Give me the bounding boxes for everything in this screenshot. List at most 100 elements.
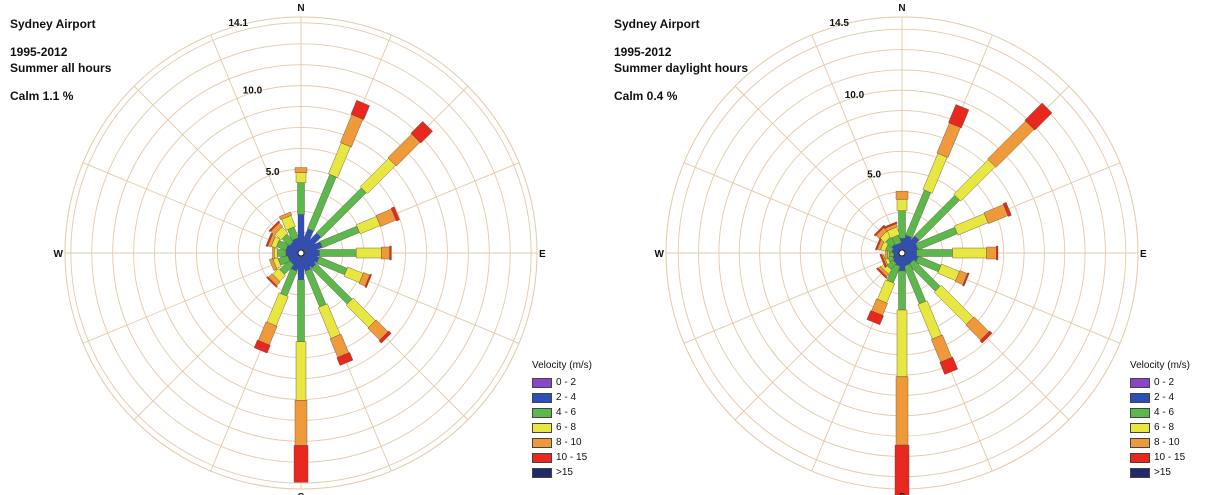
- petal-segment: [253, 339, 271, 354]
- compass-label: N: [297, 3, 304, 14]
- windrose-chart-all-hours: 5.0 10.0 14.1 N E S W: [54, 3, 546, 495]
- legend-item: 10 - 15: [532, 450, 592, 465]
- petal-segment: [996, 245, 999, 261]
- petal-segment: [883, 221, 898, 229]
- petal-segment: [894, 444, 910, 495]
- grid-spoke: [133, 85, 302, 254]
- legend-item: 0 - 2: [532, 375, 592, 390]
- petal-segment: [896, 309, 908, 377]
- grid-spoke: [734, 252, 903, 421]
- petal-segment: [876, 267, 888, 279]
- chart-title: Sydney Airport: [614, 17, 700, 31]
- legend-label: 8 - 10: [556, 437, 582, 448]
- legend-swatch: [532, 452, 552, 463]
- legend-label: 10 - 15: [556, 452, 588, 463]
- legend-swatch: [1130, 437, 1150, 448]
- petal-segment: [896, 199, 908, 211]
- petal-segment: [319, 249, 357, 257]
- legend-item: 0 - 2: [1130, 375, 1190, 390]
- grid-spoke: [683, 252, 903, 344]
- petal-segment: [336, 352, 354, 366]
- petal-segment: [297, 279, 305, 342]
- petal-segment: [953, 213, 989, 236]
- legend-item: 8 - 10: [532, 435, 592, 450]
- chart-title: Sydney Airport: [10, 17, 96, 31]
- legend-label: 2 - 4: [556, 392, 577, 403]
- petal-segment: [293, 445, 309, 483]
- chart-info-block: Sydney Airport 1995-2012 Summer daylight…: [614, 16, 748, 104]
- legend-label: 10 - 15: [1154, 452, 1186, 463]
- chart-subtitle: Summer daylight hours: [614, 61, 749, 75]
- grid-spoke: [811, 34, 903, 254]
- legend-label: 0 - 2: [556, 377, 577, 388]
- petal-segment: [879, 253, 887, 268]
- windrose-petals: [866, 102, 1053, 495]
- calm-center: [898, 249, 906, 257]
- chart-period: 1995-2012: [10, 45, 68, 59]
- petal-segment: [378, 330, 392, 344]
- legend-swatch: [1130, 452, 1150, 463]
- petal-segment: [295, 341, 307, 401]
- petal-segment: [345, 297, 376, 328]
- petal-segment: [898, 270, 906, 311]
- legend-label: 0 - 2: [1154, 377, 1175, 388]
- legend-title: Velocity (m/s): [1130, 360, 1191, 371]
- ring-label: 10.0: [845, 90, 865, 101]
- legend-swatch: [1130, 392, 1150, 403]
- petal-segment: [873, 224, 886, 237]
- chart-info-block: Sydney Airport 1995-2012 Summer all hour…: [10, 16, 111, 104]
- legend-label: 4 - 6: [556, 407, 577, 418]
- chart-period: 1995-2012: [614, 45, 672, 59]
- grid-spoke: [82, 162, 302, 254]
- compass-label: E: [539, 249, 546, 260]
- legend-label: 6 - 8: [1154, 422, 1175, 433]
- petal-segment: [1024, 102, 1053, 131]
- legend-item: 4 - 6: [532, 405, 592, 420]
- legend-swatch: [532, 467, 552, 478]
- petal-segment: [266, 276, 278, 288]
- petal-segment: [356, 216, 381, 235]
- legend-label: 4 - 6: [1154, 407, 1175, 418]
- windrose-panel-all-hours: 5.0 10.0 14.1 N E S W Sydney Airport 1995-2012…: [10, 3, 592, 495]
- petal-segment: [266, 292, 289, 327]
- compass-label: E: [1140, 249, 1147, 260]
- ring-label: 5.0: [867, 169, 881, 180]
- legend-label: 8 - 10: [1154, 437, 1180, 448]
- compass-label: S: [899, 492, 906, 495]
- petal-segment: [297, 182, 305, 215]
- legend-swatch: [1130, 467, 1150, 478]
- legend-swatch: [532, 392, 552, 403]
- legend-item: 6 - 8: [1130, 420, 1190, 435]
- legend-swatch: [532, 437, 552, 448]
- petal-segment: [916, 249, 953, 257]
- legend-swatch: [532, 422, 552, 433]
- petal-segment: [390, 206, 400, 222]
- calm-center: [297, 249, 305, 257]
- petal-segment: [979, 330, 993, 344]
- petal-segment: [931, 334, 953, 363]
- legend-swatch: [1130, 422, 1150, 433]
- legend-label: >15: [1154, 467, 1171, 478]
- legend-label: 2 - 4: [1154, 392, 1175, 403]
- ring-label: 14.1: [228, 18, 248, 29]
- grid-spoke: [683, 162, 903, 254]
- petal-segment: [389, 245, 392, 261]
- petal-segment: [866, 310, 884, 326]
- petal-segment: [350, 100, 370, 120]
- legend-item: >15: [532, 465, 592, 480]
- windrose-panel-daylight: 5.0 10.0 14.5 N E S W Sydney Airport 1995-2012…: [604, 0, 1207, 495]
- petal-segment: [277, 249, 287, 257]
- petal-segment: [922, 153, 948, 194]
- legend-swatch: [1130, 377, 1150, 388]
- ring-label: 5.0: [266, 167, 280, 178]
- petal-segment: [356, 247, 382, 259]
- ring-label: 10.0: [243, 85, 263, 96]
- legend-item: >15: [1130, 465, 1190, 480]
- petal-segment: [279, 211, 293, 220]
- legend-item: 2 - 4: [532, 390, 592, 405]
- windrose-petals: [253, 100, 433, 483]
- petal-segment: [936, 122, 961, 158]
- calm-percentage: Calm 1.1 %: [10, 89, 74, 103]
- chart-subtitle: Summer all hours: [10, 61, 112, 75]
- ring-label: 14.5: [829, 18, 849, 29]
